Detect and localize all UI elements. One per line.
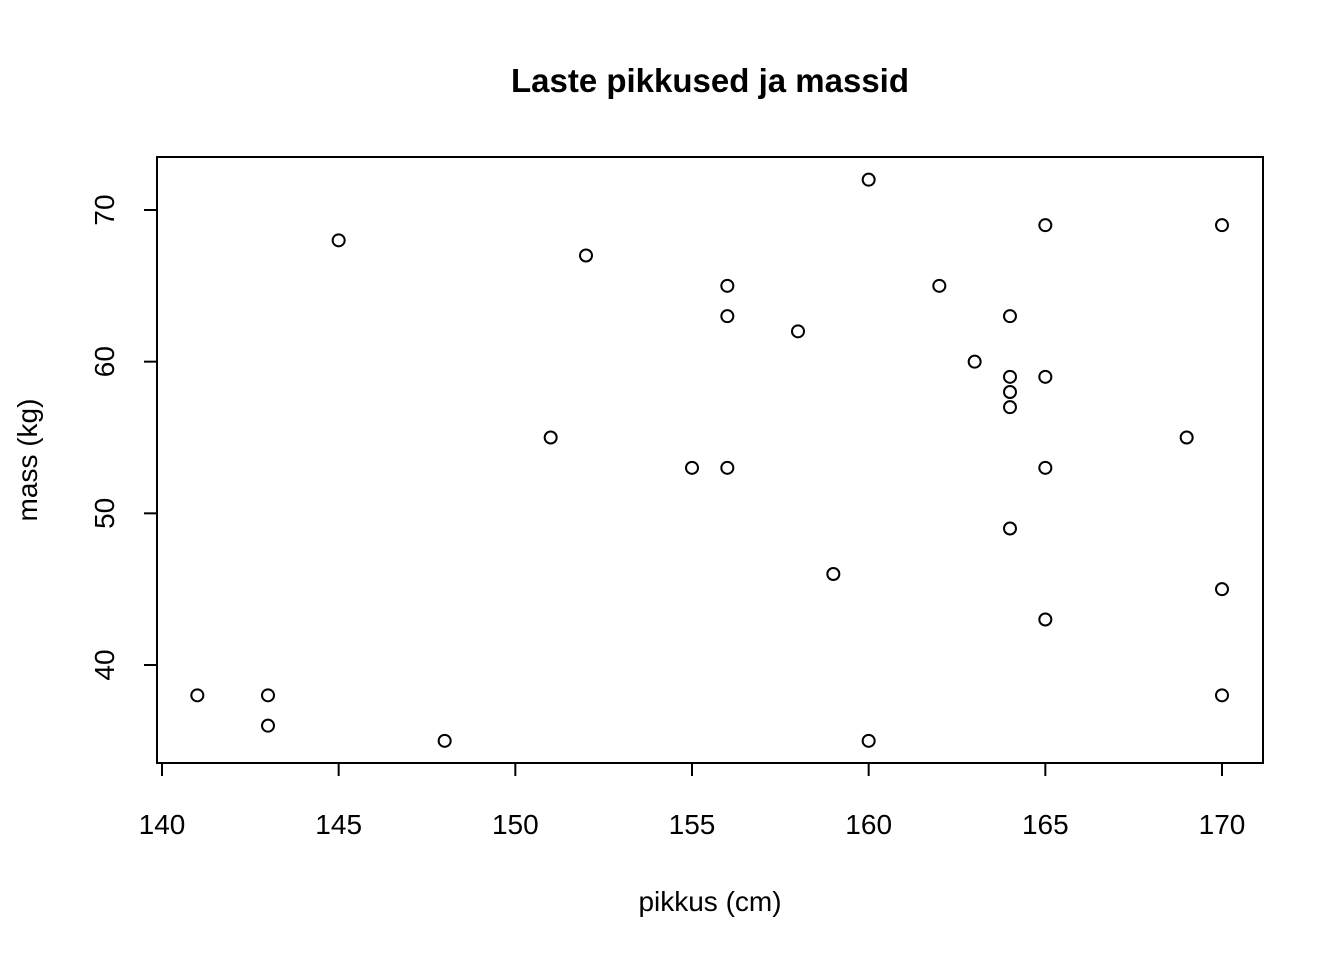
data-point <box>791 324 805 339</box>
data-point <box>685 460 699 475</box>
data-point <box>1038 612 1053 627</box>
data-point <box>261 718 275 733</box>
x-tick-label: 155 <box>669 809 716 840</box>
data-point <box>261 688 275 703</box>
y-tick-label: 70 <box>89 194 120 225</box>
data-point <box>1038 218 1053 233</box>
x-axis-label: pikkus (cm) <box>638 886 781 917</box>
data-point <box>1003 400 1017 415</box>
data-point <box>1179 430 1194 445</box>
x-axis: 140 145 150 155 160 165 170 <box>139 762 1246 840</box>
data-point <box>720 278 735 293</box>
data-point <box>720 460 735 475</box>
data-point <box>861 172 876 187</box>
y-axis: 40 50 60 70 <box>89 194 158 681</box>
y-axis-label: mass (kg) <box>12 399 43 522</box>
data-point <box>1003 385 1017 399</box>
data-point <box>1215 582 1229 597</box>
x-tick-label: 150 <box>492 809 539 840</box>
data-point <box>331 233 346 248</box>
data-point <box>1003 521 1017 536</box>
plot-frame <box>156 156 1264 764</box>
data-point <box>1038 369 1053 384</box>
chart-title: Laste pikkused ja massid <box>511 62 909 99</box>
data-point <box>720 309 735 324</box>
y-tick-label: 60 <box>89 346 120 377</box>
x-tick-label: 165 <box>1022 809 1069 840</box>
data-point <box>1215 688 1229 703</box>
x-tick-label: 160 <box>845 809 892 840</box>
data-point <box>579 248 593 263</box>
data-point <box>437 733 452 748</box>
data-point <box>543 430 558 445</box>
data-point <box>1038 460 1053 475</box>
x-tick-label: 140 <box>139 809 186 840</box>
data-point <box>861 733 876 748</box>
data-point <box>1003 309 1017 324</box>
data-point <box>967 354 982 369</box>
y-tick-label: 50 <box>89 498 120 529</box>
data-point <box>826 567 841 581</box>
x-tick-label: 145 <box>315 809 362 840</box>
y-tick-label: 40 <box>89 649 120 680</box>
x-tick-label: 170 <box>1199 809 1246 840</box>
data-points <box>190 172 1229 748</box>
data-point <box>932 278 947 293</box>
data-point <box>1003 369 1017 384</box>
data-point <box>190 688 205 703</box>
data-point <box>1215 218 1229 233</box>
